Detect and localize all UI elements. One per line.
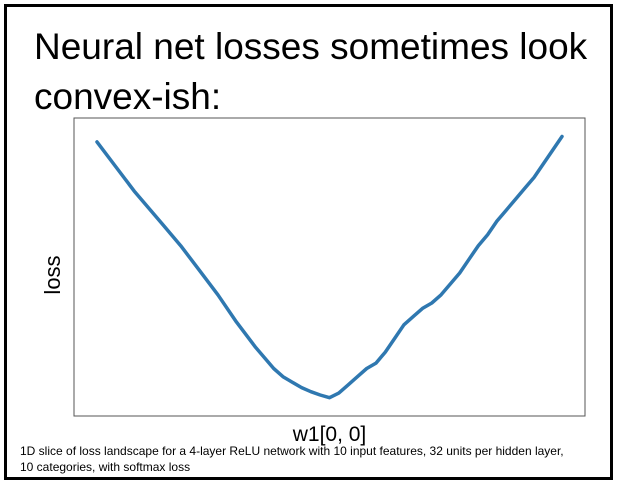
slide-title: Neural net losses sometimes look convex-… xyxy=(34,26,588,117)
y-axis-label: loss xyxy=(40,255,65,294)
plot-area xyxy=(73,117,586,417)
x-axis-label: w1[0, 0] xyxy=(292,423,367,446)
loss-curve-line-0 xyxy=(95,134,564,400)
series-layer xyxy=(95,134,564,400)
figure-caption: 1D slice of loss landscape for a 4-layer… xyxy=(20,444,564,474)
slide-border xyxy=(4,4,613,480)
